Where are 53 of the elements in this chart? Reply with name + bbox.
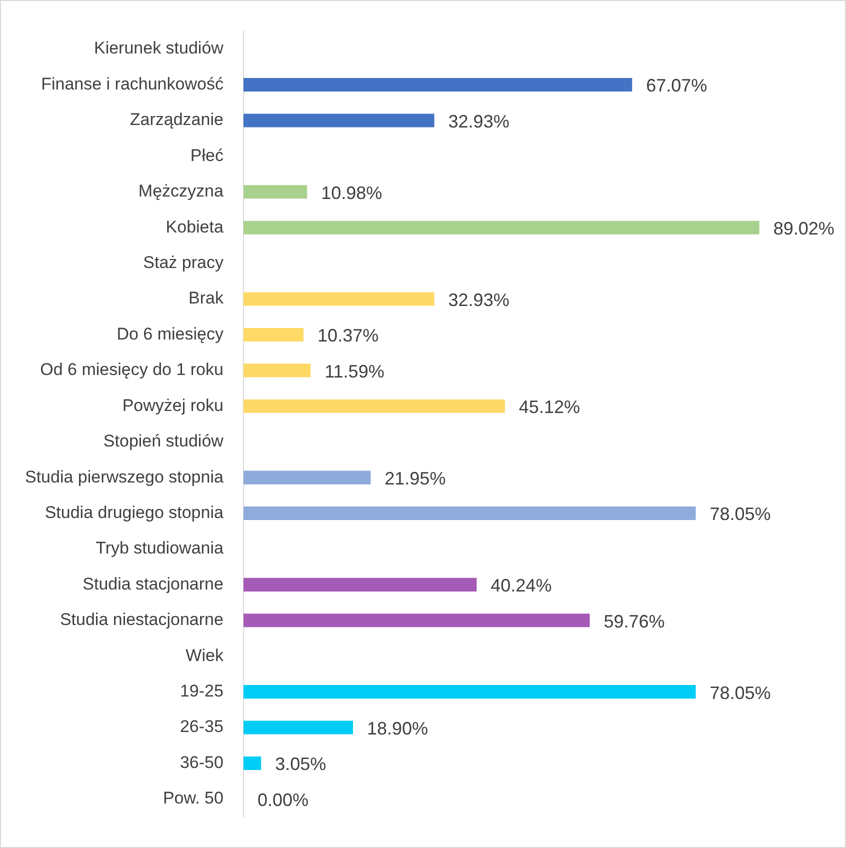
data-label: 40.24% (490, 576, 552, 596)
data-label: 18.90% (366, 718, 428, 738)
data-label: 11.59% (324, 361, 384, 382)
bar (243, 720, 353, 734)
data-label: 10.37% (318, 326, 379, 346)
y-tick-label: Mężczyzna (138, 182, 224, 201)
bar (243, 220, 760, 234)
data-label: 78.05% (710, 504, 771, 524)
y-tick-label: Studia drugiego stopnia (44, 502, 224, 522)
data-label: 67.07% (646, 76, 708, 96)
y-tick-label: Płeć (190, 146, 224, 165)
y-tick-label: Od 6 miesięcy do 1 roku (40, 360, 224, 380)
bar (243, 185, 308, 199)
y-tick-label: Stopień studiów (103, 432, 224, 451)
data-label: 59.76% (604, 611, 665, 632)
bar (243, 399, 505, 413)
y-tick-label: Kierunek studiów (94, 38, 224, 58)
y-tick-label: Zarządzanie (130, 110, 224, 130)
y-tick-label: Do 6 miesięcy (116, 324, 224, 344)
y-tick-label: 36-50 (180, 752, 224, 772)
y-tick-label: Pow. 50 (162, 788, 224, 808)
bar (243, 78, 632, 92)
bar (243, 685, 696, 699)
bar (243, 364, 311, 378)
bar (243, 328, 304, 342)
bar (243, 614, 590, 628)
bar (243, 470, 371, 484)
bar (243, 578, 477, 592)
bar (243, 292, 434, 306)
data-label: 0.00% (257, 790, 308, 810)
y-tick-label: Staż pracy (143, 252, 224, 272)
y-tick-label: Studia pierwszego stopnia (24, 467, 224, 486)
data-label: 32.93% (448, 111, 510, 132)
y-tick-label: Studia stacjonarne (82, 574, 224, 594)
y-tick-label: 19-25 (180, 682, 224, 701)
y-tick-label: Wiek (186, 646, 224, 665)
y-tick-label: Tryb studiowania (96, 538, 224, 558)
y-tick-label: 26-35 (180, 717, 224, 736)
bar (243, 756, 262, 770)
y-tick-label: Studia niestacjonarne (60, 610, 224, 630)
bar (243, 506, 696, 520)
data-label: 10.98% (321, 182, 382, 203)
y-tick-label: Powyżej roku (122, 396, 224, 415)
data-label: 45.12% (518, 397, 580, 418)
y-tick-label: Finanse i rachunkowość (41, 74, 224, 94)
bar (243, 114, 434, 128)
data-label: 3.05% (275, 754, 326, 774)
data-label: 21.95% (384, 468, 446, 489)
y-tick-label: Brak (188, 288, 224, 308)
data-label: 89.02% (773, 218, 834, 239)
y-tick-label: Kobieta (166, 217, 224, 236)
data-label: 32.93% (448, 290, 510, 310)
data-label: 78.05% (710, 682, 771, 703)
